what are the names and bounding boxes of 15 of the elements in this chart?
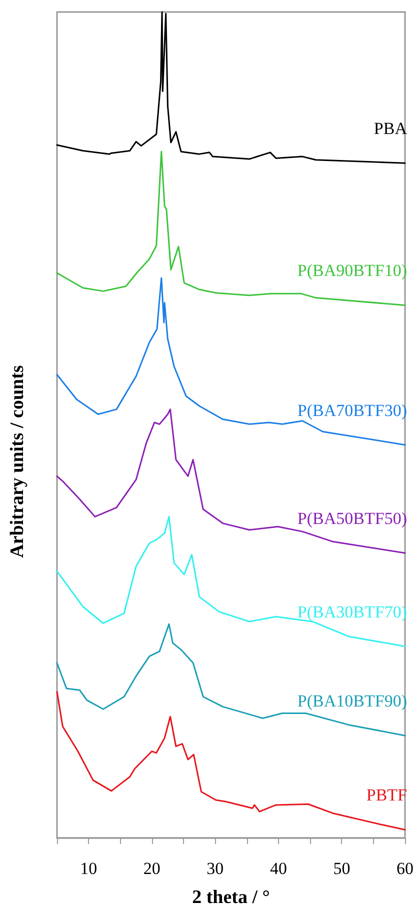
x-tick-label: 40: [270, 859, 287, 878]
series-label: PBA: [374, 119, 408, 138]
x-axis-title: 2 theta / °: [192, 887, 270, 908]
x-tick-label: 10: [80, 859, 98, 878]
x-tick-label: 30: [206, 859, 224, 878]
series-label: P(BA10BTF90): [297, 692, 407, 711]
series-label: P(BA30BTF70): [297, 602, 407, 622]
series-label: P(BA90BTF10): [297, 261, 407, 280]
x-tick-label: 50: [333, 859, 350, 878]
x-tick-label: 20: [143, 859, 160, 878]
y-axis-title: Arbitrary units / counts: [7, 365, 28, 558]
series-label: PBTF: [366, 786, 407, 805]
x-tick-label: 60: [396, 859, 414, 878]
series-label: P(BA70BTF30): [297, 400, 407, 420]
series-label: P(BA50BTF50): [297, 509, 407, 528]
